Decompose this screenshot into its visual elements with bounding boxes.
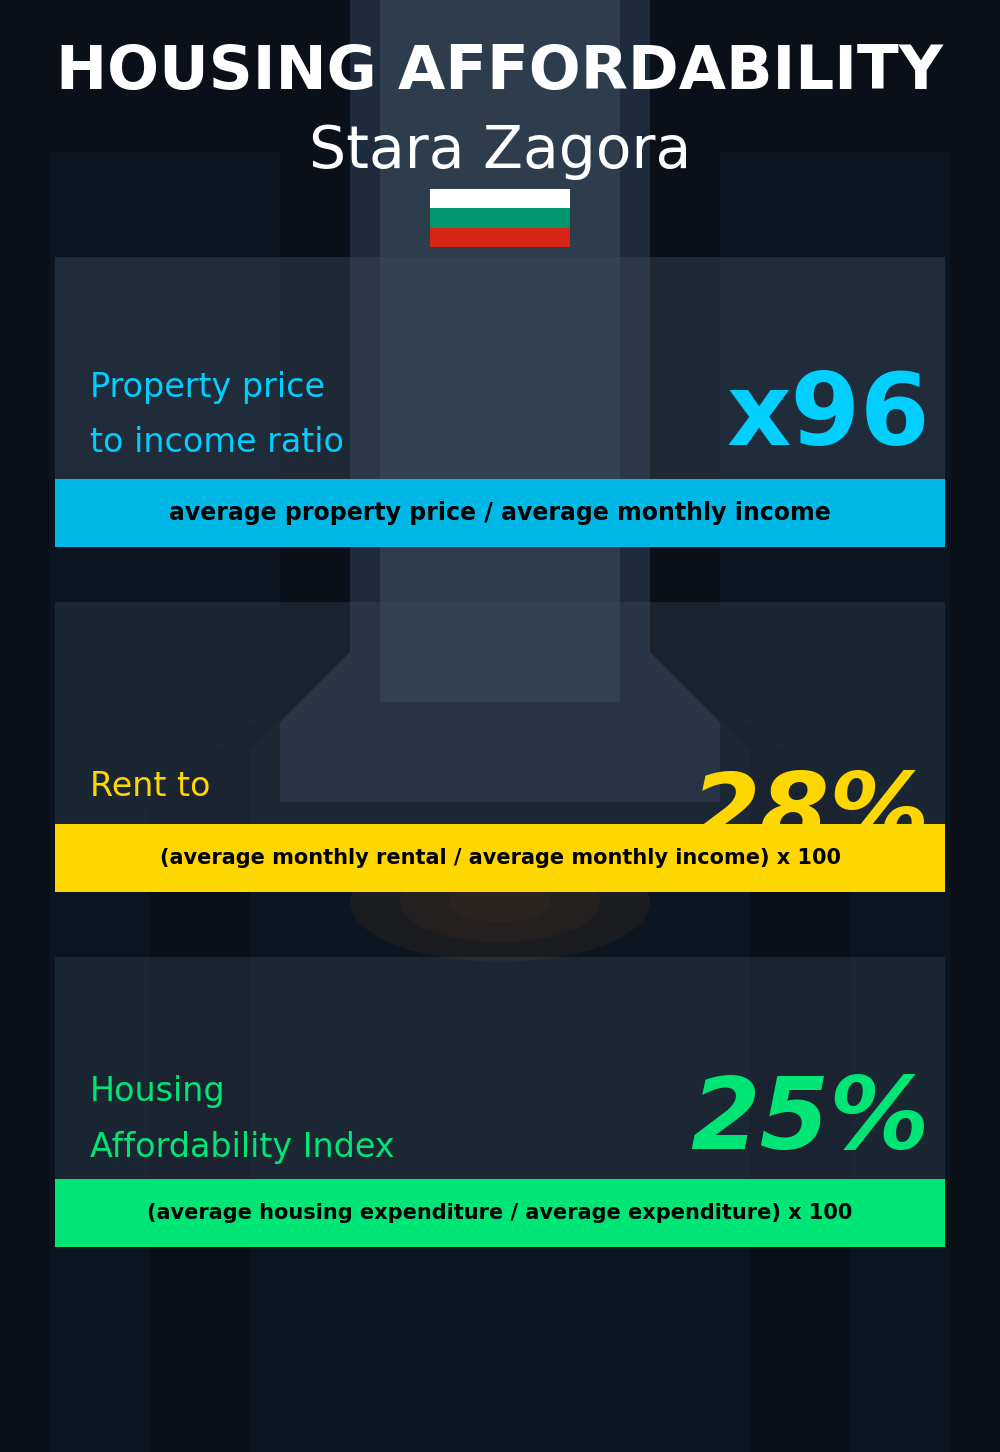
Bar <box>430 189 570 208</box>
Text: Rent to: Rent to <box>90 771 210 803</box>
Bar <box>380 0 620 701</box>
Text: Housing: Housing <box>90 1076 226 1108</box>
Polygon shape <box>0 0 350 1452</box>
Ellipse shape <box>350 842 650 963</box>
Text: (average housing expenditure / average expenditure) x 100: (average housing expenditure / average e… <box>147 1204 853 1223</box>
Bar <box>55 1179 945 1247</box>
Text: average property price / average monthly income: average property price / average monthly… <box>169 501 831 526</box>
Text: (average monthly rental / average monthly income) x 100: (average monthly rental / average monthl… <box>160 848 840 868</box>
Bar <box>430 208 570 228</box>
Polygon shape <box>50 152 280 1452</box>
Text: Stara Zagora: Stara Zagora <box>309 123 691 180</box>
Text: income ratio: income ratio <box>90 826 300 858</box>
Bar <box>55 823 945 892</box>
Polygon shape <box>720 152 950 1452</box>
Bar <box>55 257 945 547</box>
Text: x96: x96 <box>726 369 930 466</box>
Text: HOUSING AFFORDABILITY: HOUSING AFFORDABILITY <box>56 42 944 102</box>
Ellipse shape <box>400 862 600 942</box>
Text: Affordability Index: Affordability Index <box>90 1131 394 1163</box>
Text: 25%: 25% <box>691 1073 930 1170</box>
Text: to income ratio: to income ratio <box>90 425 344 459</box>
Bar <box>55 957 945 1247</box>
Polygon shape <box>650 0 1000 1452</box>
Text: 28%: 28% <box>691 768 930 865</box>
Bar <box>430 228 570 247</box>
Bar <box>280 0 720 802</box>
Bar <box>55 603 945 892</box>
Text: Property price: Property price <box>90 370 325 404</box>
Bar <box>55 479 945 547</box>
